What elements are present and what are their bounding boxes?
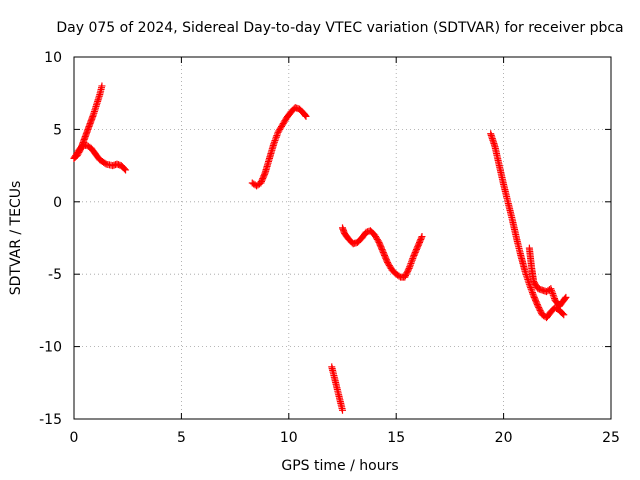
- data-point: [407, 259, 415, 267]
- data-point: [272, 133, 280, 141]
- data-point: [408, 256, 416, 264]
- data-point: [559, 310, 567, 318]
- data-point: [261, 170, 269, 178]
- data-point: [404, 266, 412, 274]
- data-point: [549, 291, 557, 299]
- x-tick-label: 20: [495, 430, 513, 446]
- chart-title: Day 075 of 2024, Sidereal Day-to-day VTE…: [56, 20, 623, 36]
- y-tick-label: 10: [44, 50, 62, 66]
- data-point: [271, 137, 279, 145]
- plot-frame: [73, 56, 612, 420]
- data-point: [529, 290, 537, 298]
- data-point: [273, 130, 281, 138]
- data-point: [547, 286, 555, 294]
- data-point: [562, 293, 570, 301]
- y-tick-label: -5: [48, 267, 62, 283]
- data-point: [273, 132, 281, 140]
- data-point: [405, 264, 413, 272]
- data-point: [122, 166, 130, 174]
- data-point: [526, 282, 534, 290]
- y-tick-label: 5: [53, 122, 62, 138]
- data-point: [301, 111, 309, 119]
- data-point: [561, 294, 569, 302]
- data-point: [560, 311, 568, 319]
- data-point: [547, 285, 555, 293]
- x-axis-label: GPS time / hours: [281, 458, 398, 474]
- y-tick-label: -15: [39, 412, 62, 428]
- grid: [74, 57, 611, 419]
- x-tick-label: 10: [280, 430, 298, 446]
- series-arc-3: [328, 363, 346, 414]
- y-axis-ticks: 10 5 0 -5 -10 -15: [39, 50, 611, 428]
- data-point: [417, 234, 425, 242]
- data-point: [408, 258, 416, 266]
- data-point: [527, 284, 535, 292]
- data-point: [528, 287, 536, 295]
- data-point: [409, 254, 417, 262]
- x-tick-label: 15: [387, 430, 405, 446]
- data-point: [406, 261, 414, 269]
- data-point: [302, 112, 310, 120]
- data-point: [120, 165, 128, 173]
- x-axis-ticks: 0 5 10 15 20 25: [70, 57, 620, 446]
- x-tick-label: 25: [602, 430, 620, 446]
- data-point: [528, 289, 536, 297]
- data-point: [98, 82, 106, 90]
- data-point: [406, 263, 414, 271]
- data-point: [418, 233, 426, 241]
- series-arc-1-fall: [70, 141, 130, 174]
- x-tick-label: 0: [70, 430, 79, 446]
- data-point: [550, 293, 558, 301]
- data-point: [525, 280, 533, 288]
- data-point: [270, 140, 278, 148]
- series-arc-2: [248, 104, 310, 190]
- data-point: [548, 288, 556, 296]
- data-point: [339, 406, 346, 414]
- x-tick-label: 5: [177, 430, 186, 446]
- data-point: [527, 285, 535, 293]
- data-point: [549, 290, 557, 298]
- y-tick-label: 0: [53, 195, 62, 211]
- series-arc-4: [339, 224, 426, 281]
- data-point: [272, 135, 280, 143]
- series-arc-5: [487, 130, 568, 322]
- data-marks: [70, 82, 570, 414]
- series-arc-5-branch: [525, 244, 570, 310]
- data-point: [270, 138, 278, 146]
- y-tick-label: -10: [39, 340, 62, 356]
- y-axis-label: SDTVAR / TECUs: [8, 181, 24, 296]
